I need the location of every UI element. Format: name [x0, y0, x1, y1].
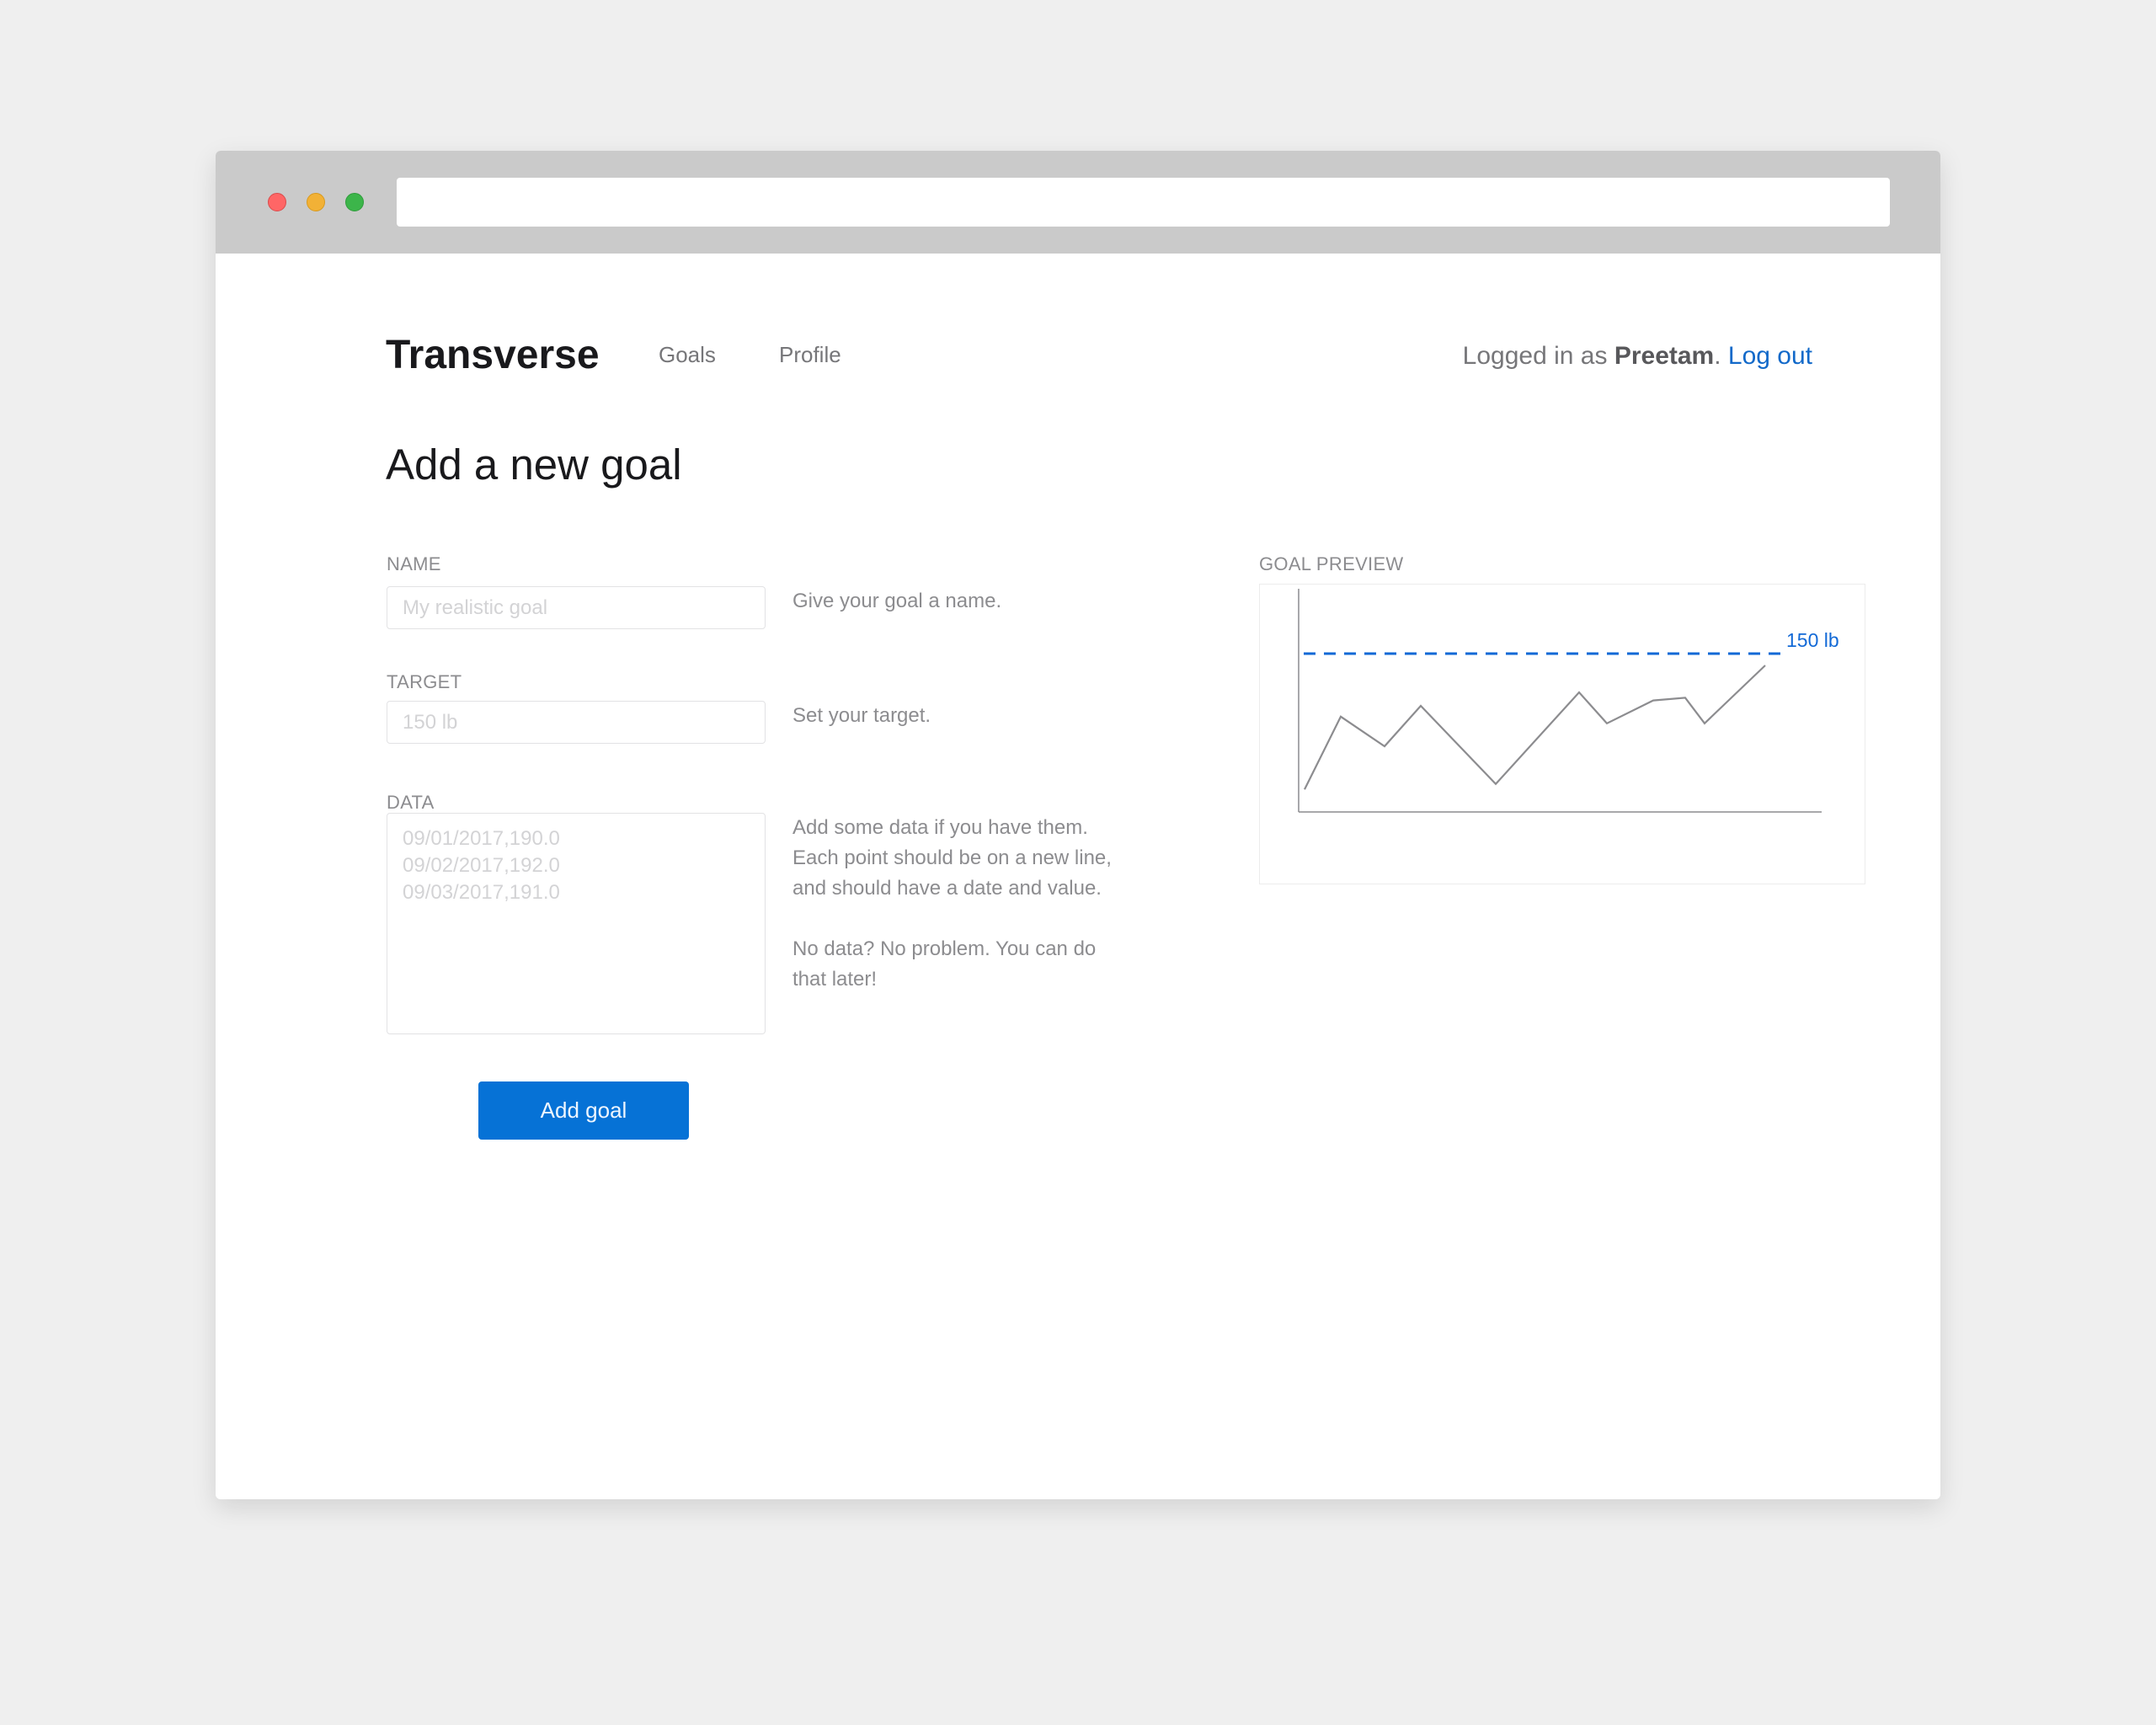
svg-text:150 lb: 150 lb	[1786, 629, 1839, 651]
